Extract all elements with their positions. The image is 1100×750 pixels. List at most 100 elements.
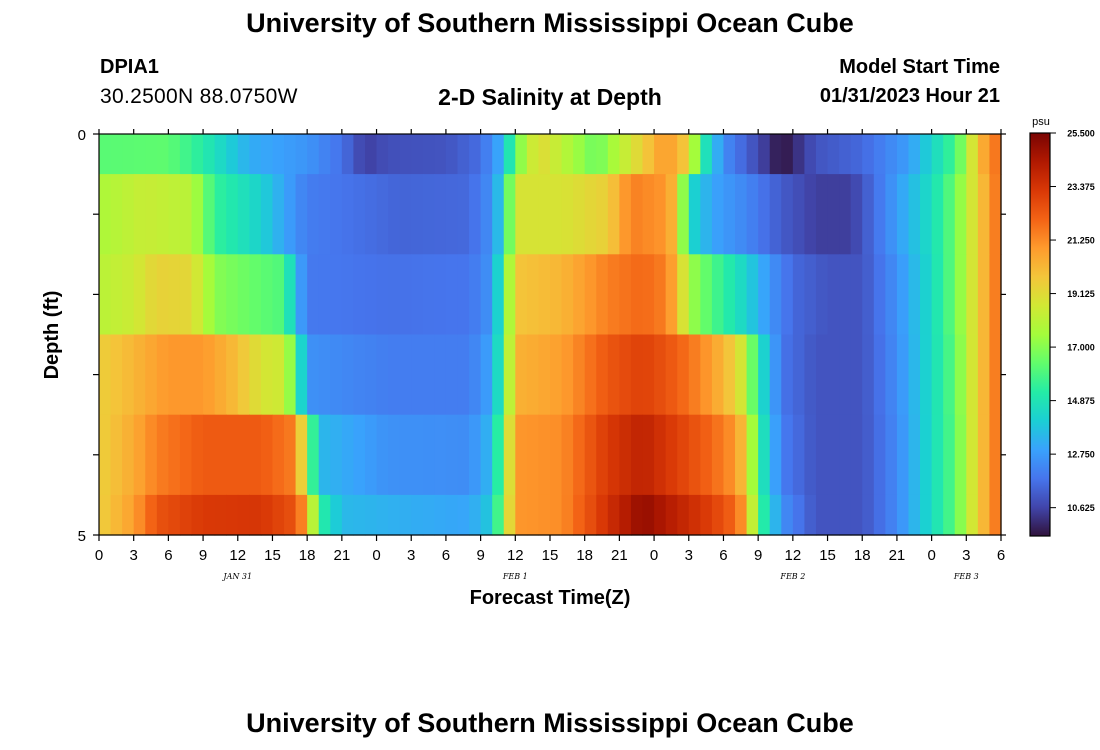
heat-cell: [469, 494, 482, 536]
heat-cell: [931, 334, 944, 416]
heat-cell: [422, 334, 435, 416]
heat-cell: [376, 494, 389, 536]
heat-cell: [862, 134, 875, 175]
heat-cell: [943, 174, 956, 255]
heat-cell: [214, 134, 227, 175]
heat-cell: [862, 254, 875, 336]
x-tick-label: 6: [719, 547, 727, 564]
heat-cell: [203, 174, 216, 255]
heat-cell: [284, 414, 297, 496]
heat-cell: [792, 334, 806, 416]
heat-cell: [862, 414, 875, 496]
heat-cell: [584, 334, 597, 416]
heat-cell: [665, 414, 678, 496]
heat-cell: [700, 254, 713, 336]
heat-cell: [503, 134, 516, 175]
x-axis-label: Forecast Time(Z): [470, 587, 631, 609]
heat-cell: [260, 134, 274, 175]
heat-cell: [584, 494, 597, 536]
heat-cell: [99, 254, 112, 336]
heat-cell: [411, 134, 424, 175]
heat-cell: [896, 494, 910, 536]
heat-cell: [122, 414, 135, 496]
heat-cell: [665, 174, 678, 255]
heat-cell: [839, 414, 852, 496]
heat-cell: [989, 494, 1002, 536]
heat-cell: [260, 414, 274, 496]
x-tick-label: 15: [819, 547, 836, 564]
heat-cell: [596, 134, 609, 175]
heat-cell: [885, 174, 898, 255]
station-id: DPIA1: [100, 56, 159, 78]
heat-cell: [977, 414, 991, 496]
heat-cell: [711, 254, 725, 336]
station-coordinates: 30.2500N 88.0750W: [100, 85, 298, 108]
heat-cell: [110, 414, 123, 496]
heat-cell: [133, 134, 146, 175]
heat-cell: [110, 254, 123, 336]
heat-cell: [954, 174, 967, 255]
heat-cell: [688, 334, 701, 416]
heat-cell: [399, 494, 412, 536]
heat-cell: [110, 134, 123, 175]
heat-cell: [480, 254, 493, 336]
heat-cell: [445, 174, 459, 255]
heat-cell: [873, 334, 886, 416]
heat-cell: [596, 334, 609, 416]
heat-cell: [850, 334, 863, 416]
heat-cell: [341, 134, 355, 175]
heat-cell: [249, 414, 262, 496]
heat-cell: [295, 174, 308, 255]
heat-cell: [515, 254, 528, 336]
heat-cell: [839, 134, 852, 175]
heat-cell: [388, 254, 401, 336]
heat-cell: [318, 494, 331, 536]
heat-cell: [284, 334, 297, 416]
heat-cell: [445, 254, 459, 336]
heat-cell: [977, 494, 991, 536]
heat-cell: [122, 174, 135, 255]
heat-cell: [330, 254, 343, 336]
heat-cell: [249, 334, 262, 416]
heat-cell: [804, 254, 817, 336]
heat-cell: [110, 494, 123, 536]
heat-cell: [908, 254, 921, 336]
heat-cell: [827, 494, 840, 536]
heat-cell: [735, 334, 748, 416]
heat-cell: [873, 414, 886, 496]
x-tick-label: 18: [854, 547, 871, 564]
heat-cell: [388, 174, 401, 255]
heat-cell: [226, 134, 239, 175]
heat-cell: [573, 494, 586, 536]
heat-cell: [769, 414, 782, 496]
heat-cell: [388, 334, 401, 416]
heat-cell: [781, 134, 794, 175]
heat-cell: [203, 134, 216, 175]
heat-cell: [908, 174, 921, 255]
heat-cell: [260, 174, 274, 255]
heat-cell: [561, 134, 574, 175]
heat-cell: [642, 254, 655, 336]
heat-cell: [191, 414, 204, 496]
colorbar-tick-label: 12.750: [1067, 450, 1095, 460]
heat-cell: [792, 174, 806, 255]
heat-cell: [758, 134, 771, 175]
heat-cell: [492, 334, 505, 416]
heat-cell: [966, 254, 979, 336]
heat-cell: [596, 414, 609, 496]
heat-cell: [469, 134, 482, 175]
heat-cell: [260, 254, 274, 336]
heat-cell: [272, 254, 285, 336]
heat-cell: [677, 254, 690, 336]
heat-cell: [445, 414, 459, 496]
heat-cell: [110, 334, 123, 416]
heat-cell: [723, 134, 736, 175]
heat-cell: [584, 414, 597, 496]
heat-cell: [989, 414, 1002, 496]
heat-cell: [214, 414, 227, 496]
heat-cell: [122, 334, 135, 416]
heat-cell: [815, 414, 829, 496]
heat-cell: [827, 174, 840, 255]
heat-cell: [434, 174, 447, 255]
heat-cell: [133, 494, 146, 536]
